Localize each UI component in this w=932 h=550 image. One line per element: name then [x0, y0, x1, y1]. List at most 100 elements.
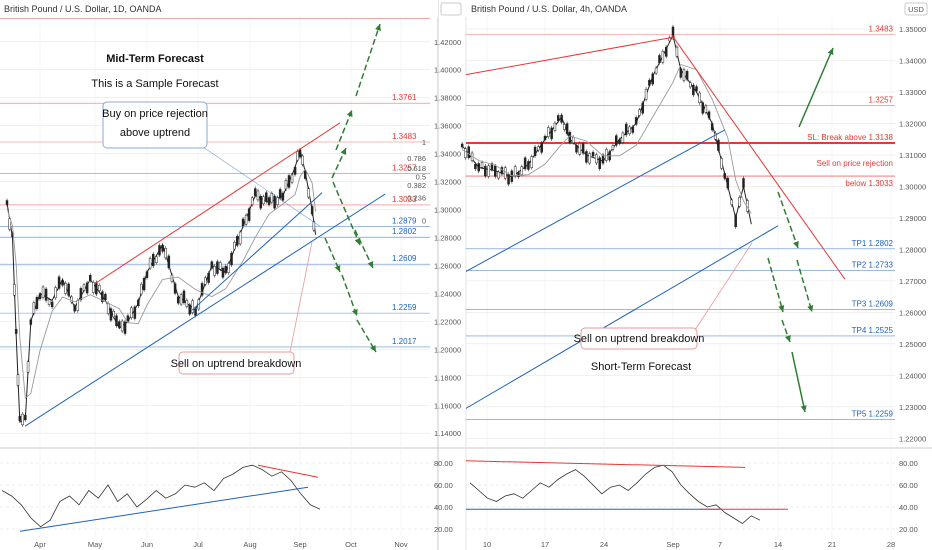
- left-callout-pointer: [187, 136, 321, 227]
- left-candle-body: [167, 255, 171, 268]
- left-candle-body: [133, 306, 137, 319]
- right-candle-body: [704, 105, 708, 113]
- right-candle-body: [726, 177, 730, 189]
- right-level-label: TP3 1.2609: [852, 300, 894, 309]
- left-candle-body: [79, 288, 83, 301]
- right-candle-body: [730, 199, 733, 205]
- left-candle-body: [54, 287, 57, 299]
- right-candle-body: [578, 143, 582, 155]
- right-candle-body: [540, 142, 543, 153]
- left-candle-body: [179, 294, 183, 305]
- right-osc-tick-label: 80.00: [899, 459, 918, 468]
- left-candle-body: [29, 319, 33, 325]
- left-candle-body: [85, 282, 89, 294]
- left-price-tick-label: 1.24000: [434, 289, 461, 298]
- left-candle-body: [164, 247, 167, 259]
- right-candle-body: [615, 135, 618, 146]
- left-price-tick-label: 1.16000: [434, 401, 461, 410]
- left-buy-callout-line1: Buy on price rejection: [102, 108, 208, 120]
- left-level-label: 1.3257: [392, 164, 417, 173]
- left-candle-body: [73, 305, 76, 312]
- left-forecast-arrow-down-4-head: [351, 309, 358, 316]
- left-level-label: 1.2879: [392, 216, 417, 225]
- left-candle-body: [89, 275, 92, 281]
- right-candle-body: [654, 67, 658, 74]
- left-long-uptrend-line: [24, 193, 386, 427]
- left-candle-body: [281, 192, 285, 201]
- right-candle-body: [661, 51, 665, 63]
- left-level-label: 1.3483: [392, 132, 417, 141]
- left-osc-tick-label: 80.00: [434, 459, 453, 468]
- left-forecast-arrow-down-5-head: [370, 345, 376, 352]
- left-candle-body: [118, 321, 121, 328]
- right-candle-body: [575, 145, 578, 153]
- right-title-bar: [439, 0, 932, 17]
- left-candle-body: [120, 320, 124, 332]
- right-time-tick-label: 21: [828, 540, 836, 549]
- left-candle-body: [221, 267, 225, 278]
- right-candle-body: [714, 132, 717, 140]
- left-price-tick-label: 1.32000: [434, 178, 461, 187]
- left-price-tick-label: 1.40000: [434, 66, 461, 75]
- left-candle-body: [130, 307, 133, 318]
- right-candle-body: [595, 154, 598, 164]
- left-candle-body: [259, 195, 262, 209]
- left-time-tick-label: Sep: [293, 540, 306, 549]
- right-candle-body: [701, 102, 705, 114]
- left-price-tick-label: 1.36000: [434, 122, 461, 131]
- left-forecast-arrow-up-3-head: [375, 24, 381, 31]
- left-forecast-arrow-down-2-head: [367, 261, 374, 268]
- left-candle-body: [284, 179, 288, 190]
- right-candle-body: [734, 215, 737, 228]
- right-forecast-arrow-down-5-head: [800, 405, 807, 412]
- right-candle-body: [707, 111, 711, 119]
- right-candle-body: [671, 26, 675, 39]
- left-candle-body: [101, 291, 104, 303]
- right-candle-body: [644, 88, 648, 100]
- right-candle-body: [631, 126, 635, 133]
- left-level-label: 1.2259: [392, 303, 417, 312]
- left-candle-body: [236, 235, 239, 246]
- left-candle-body: [151, 253, 155, 267]
- left-candle-body: [32, 302, 36, 314]
- left-level-label: 1.3033: [392, 195, 417, 204]
- left-osc-tick-label: 60.00: [434, 481, 453, 490]
- right-level-label: Sell on price rejection: [817, 159, 893, 168]
- left-candle-body: [14, 329, 18, 334]
- left-candle-body: [13, 284, 16, 296]
- right-time-tick-label: 7: [718, 540, 722, 549]
- left-candle-body: [256, 190, 260, 201]
- right-headline: Short-Term Forecast: [591, 361, 691, 373]
- left-candle-body: [18, 415, 22, 421]
- right-candle-body: [543, 135, 547, 140]
- left-candle-body: [76, 300, 80, 311]
- right-candle-body: [484, 165, 487, 177]
- right-forecast-arrow-down-3: [796, 259, 813, 313]
- right-candle-body: [682, 69, 686, 81]
- left-forecast-arrow-up-3: [355, 23, 381, 97]
- left-candle-body: [185, 299, 189, 307]
- right-candle-body: [618, 139, 621, 144]
- right-level-label: TP1 1.2802: [852, 239, 894, 248]
- left-forecast-arrow-down-1: [332, 181, 361, 246]
- left-price-tick-label: 1.34000: [434, 150, 461, 159]
- right-sell-callout-box: [580, 327, 698, 350]
- left-candle-body: [158, 245, 161, 256]
- left-candle-body: [293, 166, 297, 175]
- right-channel-top-line: [465, 36, 676, 76]
- right-time-tick-label: 28: [887, 540, 895, 549]
- left-price-tick-label: 1.30000: [434, 206, 461, 215]
- left-forecast-arrow-up-2-head: [346, 110, 353, 117]
- right-candle-body: [547, 127, 550, 138]
- left-candle-body: [188, 304, 192, 315]
- fib-ratio-label: 0: [422, 217, 426, 226]
- right-candle-body: [530, 156, 533, 168]
- right-candle-body: [571, 136, 575, 144]
- left-candle-body: [218, 262, 222, 270]
- left-headline: Mid-Term Forecast: [106, 53, 204, 65]
- right-candle-body: [563, 124, 566, 130]
- left-candle-body: [204, 277, 207, 285]
- left-candle-body: [301, 155, 304, 165]
- right-candle-body: [605, 149, 608, 161]
- right-candle-body: [510, 170, 514, 182]
